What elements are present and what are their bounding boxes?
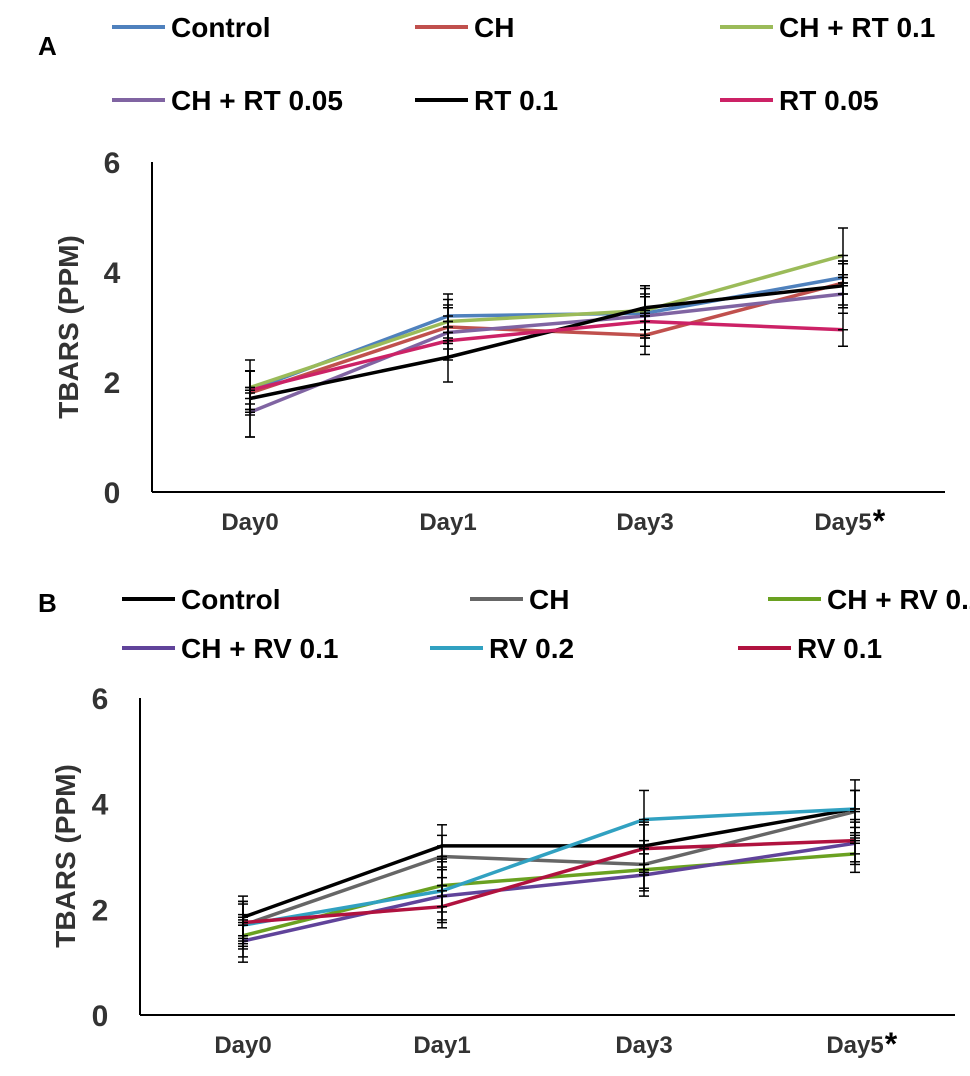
series-line (242, 807, 856, 927)
significance-marker: * (885, 1026, 898, 1062)
series-line (249, 292, 844, 414)
chart-panel-a: A Control CH CH + RT 0.1 CH + RT 0.05 RT 0.1 R… (38, 12, 945, 539)
legend-entry: Control (181, 584, 281, 615)
series-line (242, 838, 856, 925)
legend-entry: CH + RV 0.1 (181, 633, 338, 664)
error-bar (838, 263, 848, 309)
x-tick-label: Day5 (826, 1032, 883, 1059)
error-bar (640, 296, 650, 347)
y-tick-label: 0 (104, 477, 121, 510)
legend-entry: RV 0.1 (797, 633, 882, 664)
error-bar (639, 824, 649, 874)
y-axis-label: TBARS (PPM) (53, 235, 84, 419)
y-tick-label: 2 (92, 894, 109, 927)
legend-entry: CH + RT 0.1 (779, 12, 935, 43)
x-tick-label: Day1 (419, 509, 476, 536)
chart-panel-b: B Control CH CH + RV 0.2 CH + RV 0.1 RV 0.2 RV… (38, 584, 970, 1062)
x-tick-label: Day1 (413, 1032, 470, 1059)
legend-entry: CH + RV 0.2 (827, 584, 970, 615)
y-tick-label: 0 (92, 1000, 109, 1033)
legend-entry: CH + RT 0.05 (171, 85, 343, 116)
legend-entry: RT 0.05 (779, 85, 879, 116)
error-bar (437, 884, 447, 929)
error-bar (838, 312, 848, 347)
y-tick-label: 2 (104, 367, 121, 400)
y-tick-label: 6 (92, 683, 109, 716)
x-tick-label: Day0 (214, 1032, 271, 1059)
x-tick-label: Day3 (616, 509, 673, 536)
y-axis-label: TBARS (PPM) (50, 764, 81, 948)
error-bar (238, 900, 248, 945)
x-tick-label: Day3 (615, 1032, 672, 1059)
error-bar (245, 370, 255, 411)
legend-entry: CH (529, 584, 569, 615)
significance-marker: * (873, 503, 886, 539)
legend-entry: CH (474, 12, 514, 43)
y-tick-label: 4 (104, 257, 121, 290)
panel-label: A (38, 31, 57, 61)
legend-entry: RV 0.2 (489, 633, 574, 664)
y-tick-label: 4 (92, 789, 109, 822)
series-line (249, 319, 844, 392)
error-bar (850, 818, 860, 863)
error-bar (443, 320, 453, 361)
series-line (242, 807, 856, 919)
panel-label: B (38, 588, 57, 618)
series-line (242, 809, 856, 927)
series-line (242, 841, 856, 943)
legend-entry: RT 0.1 (474, 85, 558, 116)
x-tick-label: Day0 (221, 509, 278, 536)
x-tick-label: Day5 (814, 509, 871, 536)
legend-entry: Control (171, 12, 271, 43)
y-tick-label: 6 (104, 147, 121, 180)
series-line (249, 253, 844, 390)
